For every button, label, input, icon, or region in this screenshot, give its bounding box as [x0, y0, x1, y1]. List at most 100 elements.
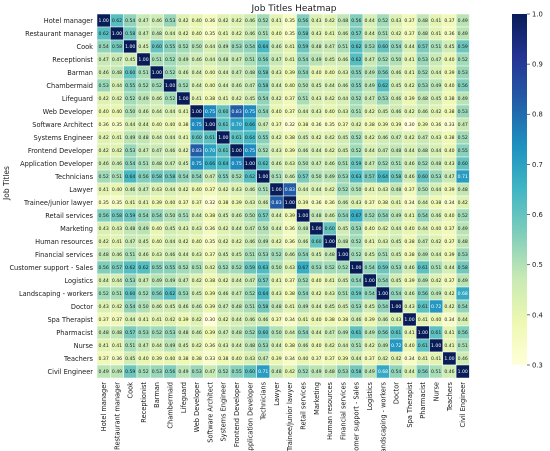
cell-value-label: 0.47 — [125, 239, 135, 245]
cell-value-label: 0.39 — [378, 122, 388, 128]
cell-value-label: 0.60 — [125, 70, 135, 76]
cell-value-label: 0.46 — [138, 109, 148, 115]
cell-value-label: 0.40 — [192, 187, 202, 193]
cell-value-label: 0.40 — [152, 122, 162, 128]
cell-value-label: 0.43 — [152, 252, 162, 258]
cell-value-label: 1.00 — [351, 265, 361, 271]
cell-value-label: 0.51 — [192, 265, 202, 271]
cell-value-label: 0.42 — [178, 187, 188, 193]
cell-value-label: 0.46 — [245, 187, 255, 193]
cell-value-label: 0.41 — [431, 356, 441, 362]
cell-value-label: 0.51 — [271, 174, 281, 180]
cell-value-label: 1.00 — [205, 122, 215, 128]
cell-value-label: 0.48 — [338, 239, 348, 245]
cell-value-label: 0.51 — [138, 161, 148, 167]
cell-value-label: 0.39 — [152, 200, 162, 206]
cell-value-label: 0.49 — [112, 369, 122, 375]
cell-value-label: 0.49 — [458, 96, 468, 102]
cell-value-label: 0.44 — [271, 226, 281, 232]
cell-value-label: 0.46 — [138, 252, 148, 258]
cell-value-label: 0.52 — [351, 135, 361, 141]
cell-value-label: 0.40 — [192, 18, 202, 24]
cell-value-label: 0.41 — [431, 31, 441, 37]
cell-value-label: 0.60 — [245, 369, 255, 375]
cell-value-label: 0.47 — [311, 161, 321, 167]
cell-value-label: 0.51 — [125, 252, 135, 258]
cell-value-label: 0.41 — [285, 57, 295, 63]
cell-value-label: 0.40 — [192, 31, 202, 37]
cell-value-label: 0.52 — [351, 148, 361, 154]
cell-value-label: 0.38 — [218, 200, 228, 206]
cell-value-label: 0.53 — [365, 44, 375, 50]
cell-value-label: 0.46 — [112, 252, 122, 258]
cell-value-label: 0.52 — [218, 369, 228, 375]
cell-value-label: 1.00 — [99, 18, 109, 24]
cell-value-label: 0.49 — [365, 369, 375, 375]
cell-value-label: 0.43 — [351, 200, 361, 206]
cell-value-label: 0.35 — [205, 239, 215, 245]
y-tick-label: Barman — [67, 69, 93, 77]
cell-value-label: 0.50 — [271, 265, 281, 271]
cell-value-label: 0.46 — [298, 239, 308, 245]
cell-value-label: 0.41 — [404, 57, 414, 63]
cell-value-label: 0.59 — [125, 213, 135, 219]
y-tick-label: Restaurant manager — [25, 30, 93, 38]
x-tick-label: Cook — [127, 382, 135, 399]
cell-value-label: 0.38 — [178, 356, 188, 362]
cell-value-label: 1.00 — [245, 161, 255, 167]
cell-value-label: 0.50 — [258, 226, 268, 232]
cell-value-label: 0.61 — [418, 265, 428, 271]
cell-value-label: 0.37 — [285, 96, 295, 102]
cell-value-label: 0.40 — [285, 83, 295, 89]
cell-value-label: 0.45 — [391, 83, 401, 89]
cell-value-label: 0.45 — [325, 304, 335, 310]
y-tick-label: Lawyer — [69, 186, 93, 194]
cell-value-label: 0.50 — [165, 213, 175, 219]
cell-value-label: 1.00 — [125, 44, 135, 50]
colorbar: 0.3 0.4 0.5 0.6 0.7 0.8 0.9 1.0 — [512, 10, 543, 369]
cell-value-label: 0.54 — [152, 213, 162, 219]
cell-value-label: 0.46 — [99, 70, 109, 76]
cell-value-label: 0.61 — [218, 122, 228, 128]
cell-value-label: 0.33 — [444, 122, 454, 128]
cell-value-label: 0.40 — [444, 148, 454, 154]
cell-value-label: 0.39 — [391, 122, 401, 128]
cell-value-label: 0.48 — [418, 148, 428, 154]
cell-value-label: 0.43 — [99, 226, 109, 232]
cell-value-label: 0.40 — [192, 239, 202, 245]
cell-value-label: 0.53 — [258, 252, 268, 258]
cell-value-label: 0.75 — [245, 109, 255, 115]
cell-value-label: 0.56 — [378, 330, 388, 336]
cell-value-label: 0.44 — [365, 31, 375, 37]
cell-value-label: 0.40 — [298, 356, 308, 362]
cell-value-label: 0.40 — [325, 70, 335, 76]
x-tick-label: Lawyer — [273, 382, 281, 406]
cell-value-label: 0.60 — [192, 135, 202, 141]
cell-value-label: 0.52 — [378, 57, 388, 63]
cell-value-label: 0.46 — [444, 369, 454, 375]
cell-value-label: 0.34 — [404, 356, 414, 362]
cell-value-label: 0.60 — [152, 44, 162, 50]
cell-value-label: 0.47 — [232, 70, 242, 76]
cell-value-label: 0.46 — [192, 304, 202, 310]
cell-value-label: 0.54 — [125, 304, 135, 310]
cell-value-label: 0.54 — [99, 44, 109, 50]
cell-value-label: 0.45 — [431, 96, 441, 102]
cell-value-label: 0.49 — [258, 239, 268, 245]
x-tick-label: Financial services — [339, 381, 347, 440]
cell-value-label: 0.66 — [205, 161, 215, 167]
cell-value-label: 0.42 — [232, 96, 242, 102]
cell-value-label: 0.60 — [258, 330, 268, 336]
cell-value-label: 0.61 — [218, 148, 228, 154]
cell-value-label: 0.57 — [112, 265, 122, 271]
cell-value-label: 0.54 — [298, 57, 308, 63]
cell-value-label: 0.44 — [165, 239, 175, 245]
cell-value-label: 0.41 — [271, 278, 281, 284]
cell-value-label: 0.47 — [258, 122, 268, 128]
cell-value-label: 0.41 — [178, 109, 188, 115]
x-tick-label: Spa Therapist — [406, 382, 414, 428]
cell-value-label: 0.45 — [125, 356, 135, 362]
cell-value-label: 0.54 — [365, 291, 375, 297]
cell-value-label: 0.37 — [205, 252, 215, 258]
cell-value-label: 0.52 — [418, 70, 428, 76]
